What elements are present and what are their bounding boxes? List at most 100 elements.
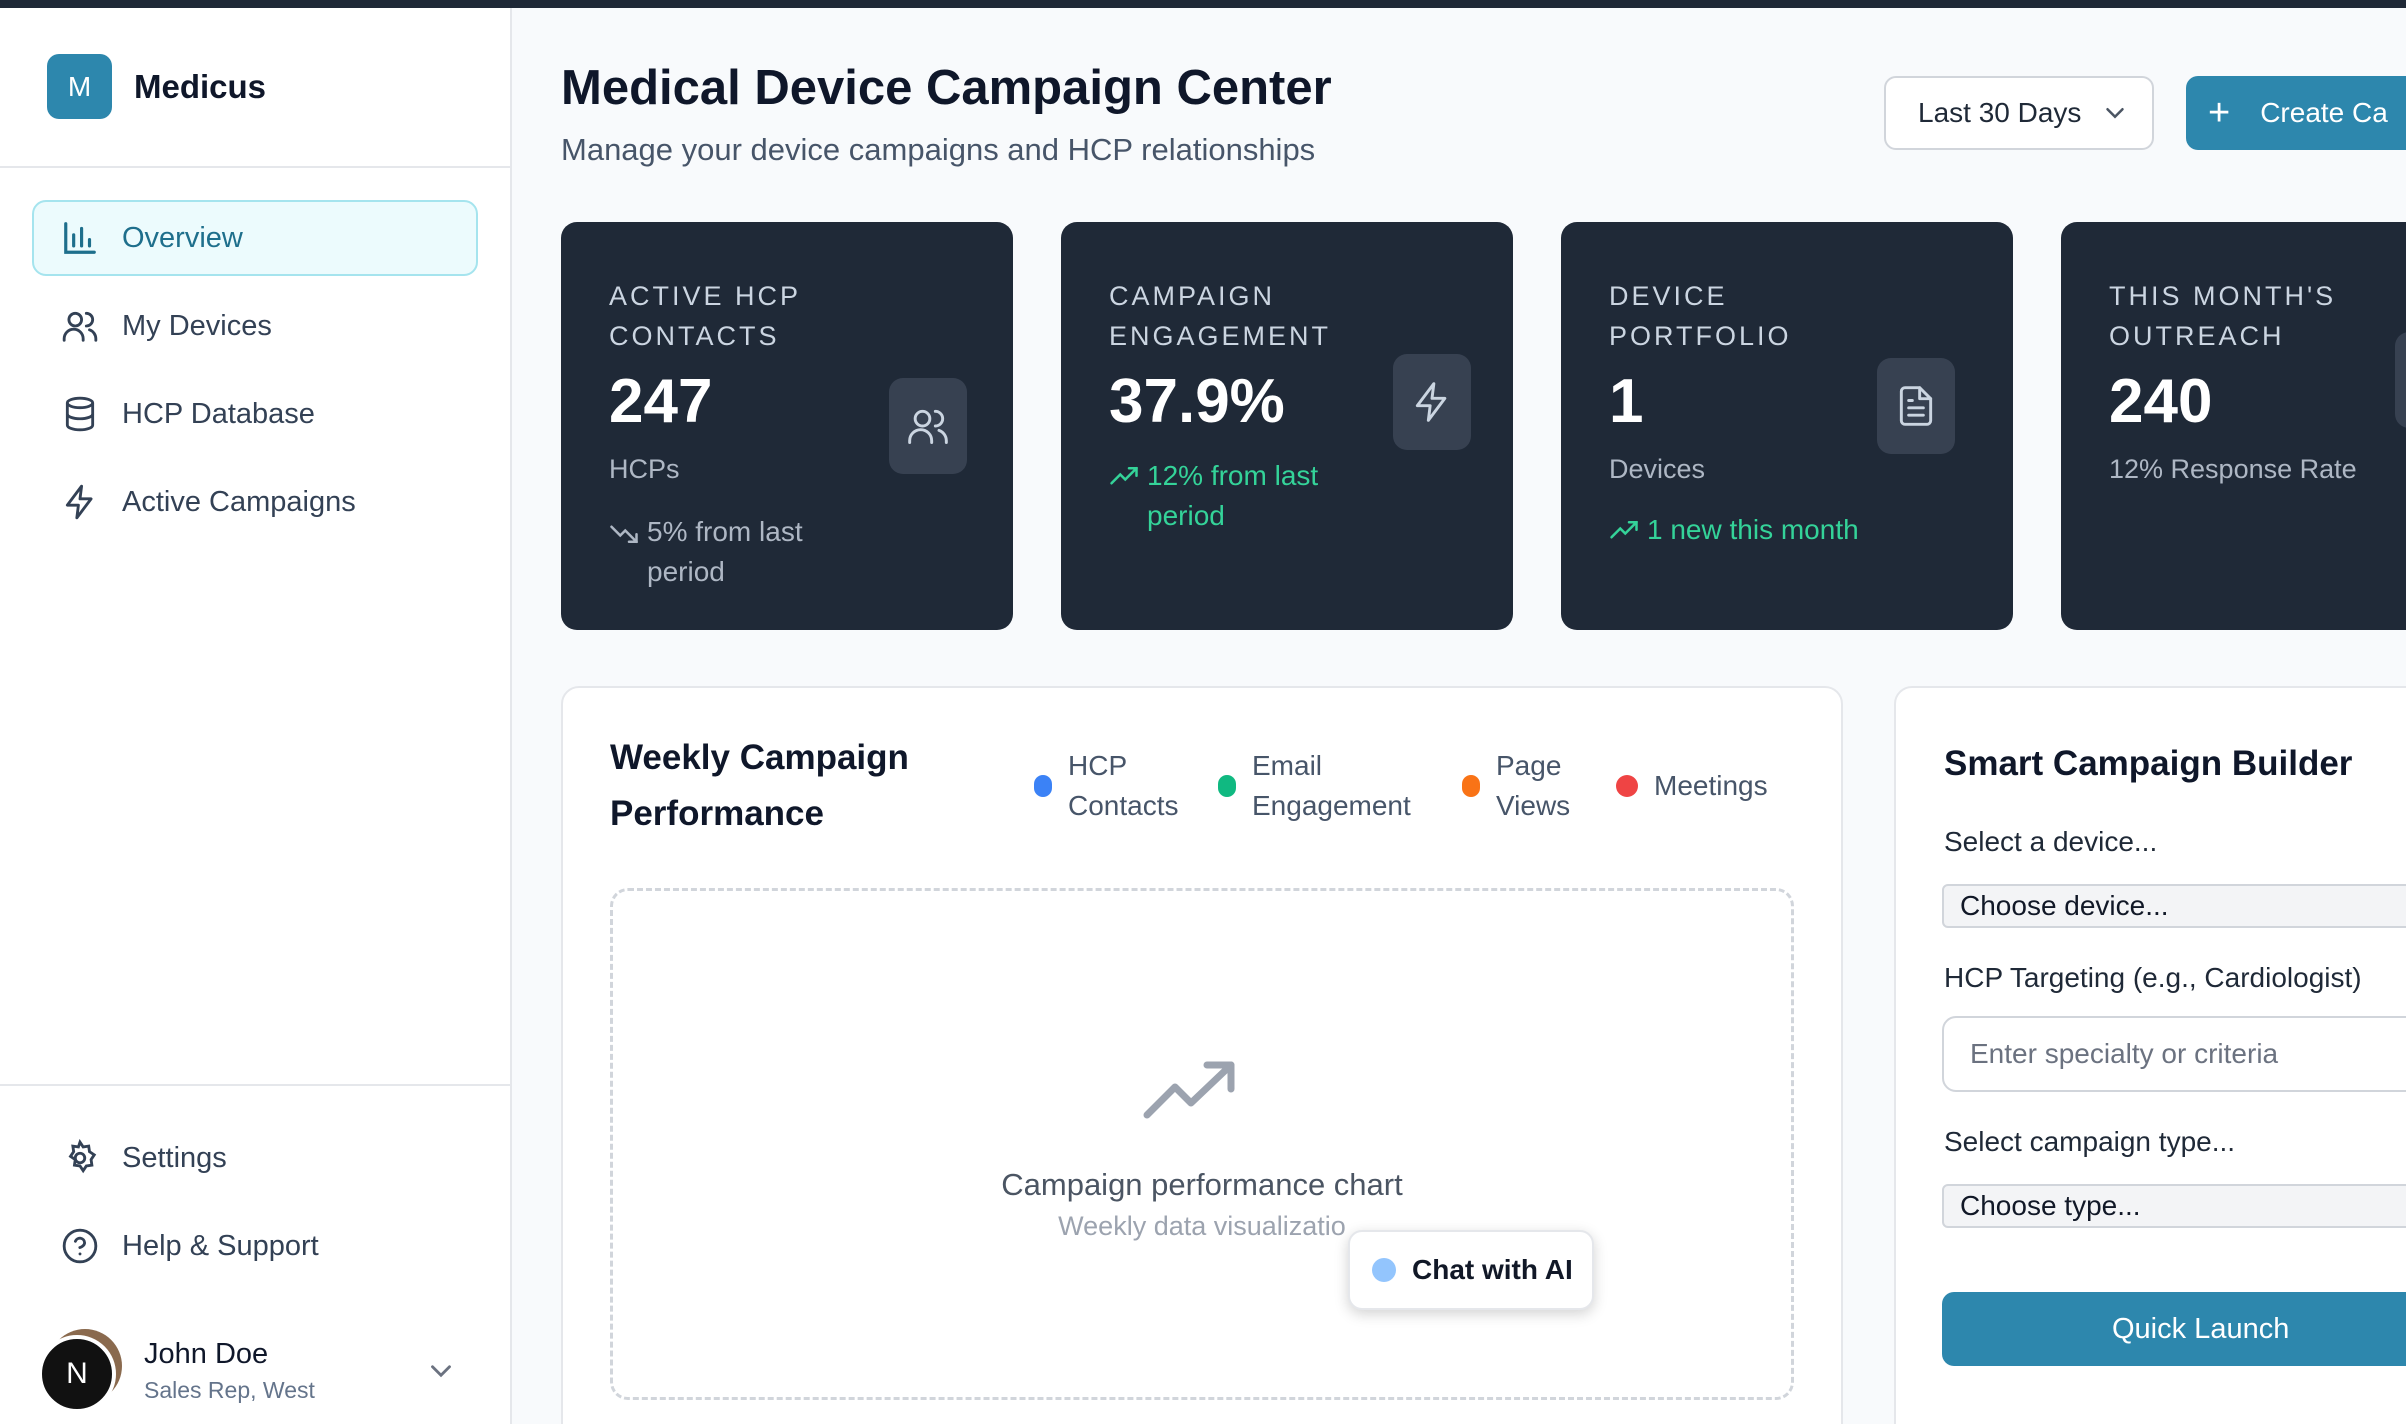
- plus-icon: +: [2208, 92, 2231, 134]
- stat-unit: HCPs: [609, 454, 680, 484]
- legend-item-page-views[interactable]: Page Views: [1462, 746, 1586, 826]
- user-info: John Doe Sales Rep, West: [144, 1338, 315, 1404]
- sidebar-bottom-nav: Settings Help & Support: [32, 1120, 478, 1296]
- user-menu[interactable]: N John Doe Sales Rep, West: [38, 1326, 458, 1416]
- user-name: John Doe: [144, 1338, 269, 1370]
- device-label: Select a device...: [1944, 826, 2158, 857]
- chevron-down-icon: [2106, 108, 2124, 119]
- device-select-value: Choose device...: [1960, 890, 2169, 921]
- trending-up-icon: [1110, 467, 1138, 485]
- sidebar-item-label: Help & Support: [122, 1229, 319, 1262]
- sidebar-item-settings[interactable]: Settings: [32, 1120, 478, 1196]
- sidebar-item-overview[interactable]: Overview: [32, 200, 478, 276]
- stat-card-device-portfolio: DEVICE PORTFOLIO 1 Devices 1 new this mo…: [1561, 222, 2013, 630]
- stat-value: 247: [609, 367, 713, 436]
- legend-dot: [1218, 775, 1236, 797]
- quick-launch-label: Quick Launch: [2112, 1312, 2290, 1345]
- stat-value: 240: [2109, 367, 2213, 436]
- create-campaign-button[interactable]: + Create Ca: [2186, 76, 2406, 150]
- sidebar-item-label: Overview: [122, 221, 243, 254]
- users-icon: [58, 304, 102, 348]
- legend-label: Page Views: [1496, 750, 1571, 821]
- page-title: Medical Device Campaign Center: [561, 61, 1332, 115]
- campaign-type-select[interactable]: Choose type...: [1942, 1184, 2406, 1228]
- legend-label: HCP Contacts: [1068, 750, 1179, 821]
- stat-icon-box: [1393, 354, 1471, 450]
- sidebar-item-hcp-database[interactable]: HCP Database: [32, 376, 478, 452]
- user-role: Sales Rep, West: [144, 1377, 315, 1403]
- performance-panel: [561, 686, 1843, 1424]
- stat-value: 1: [1609, 367, 1644, 436]
- sidebar-item-label: Active Campaigns: [122, 485, 356, 518]
- chart-placeholder-subtitle: Weekly data visualizatio: [1058, 1211, 1346, 1241]
- chat-status-dot: [1372, 1258, 1396, 1282]
- targeting-label: HCP Targeting (e.g., Cardiologist): [1944, 962, 2362, 993]
- zap-icon: [58, 480, 102, 524]
- quick-launch-button[interactable]: Quick Launch: [1942, 1292, 2406, 1366]
- sidebar-item-label: HCP Database: [122, 397, 315, 430]
- sidebar-item-help[interactable]: Help & Support: [32, 1208, 478, 1284]
- sidebar-nav: Overview My Devices HCP Database Active …: [32, 200, 478, 552]
- trending-down-icon: [610, 525, 638, 543]
- bar-chart-icon: [58, 216, 102, 260]
- chat-label: Chat with AI: [1412, 1254, 1573, 1285]
- stat-trend-text: 1 new this month: [1647, 514, 1859, 545]
- stat-trend: 1 new this month: [1609, 510, 1949, 550]
- users-icon: [908, 409, 948, 444]
- avatar: N: [38, 1329, 122, 1413]
- stat-card-engagement: CAMPAIGN ENGAGEMENT 37.9% 12% from last …: [1061, 222, 1513, 630]
- legend-dot: [1616, 775, 1638, 797]
- sidebar-item-label: Settings: [122, 1141, 227, 1174]
- stat-label: ACTIVE HCP CONTACTS: [609, 281, 801, 351]
- legend-label: Email Engagement: [1252, 750, 1411, 821]
- device-select[interactable]: Choose device...: [1942, 884, 2406, 928]
- stat-label: CAMPAIGN ENGAGEMENT: [1109, 281, 1332, 351]
- stat-card-hcp-contacts: ACTIVE HCP CONTACTS 247 HCPs 5% from las…: [561, 222, 1013, 630]
- stat-icon-box: [1877, 358, 1955, 454]
- sidebar-item-active-campaigns[interactable]: Active Campaigns: [32, 464, 478, 540]
- stat-trend: 5% from last period: [609, 512, 849, 592]
- window-top-bar: [0, 0, 2406, 8]
- brand-logo: M: [47, 54, 112, 119]
- chevron-down-icon[interactable]: [424, 1354, 458, 1388]
- legend-label: Meetings: [1654, 770, 1768, 801]
- stat-trend: 12% from last period: [1109, 456, 1349, 536]
- page-subtitle: Manage your device campaigns and HCP rel…: [561, 132, 1316, 167]
- legend-dot: [1462, 775, 1480, 797]
- stat-value: 37.9%: [1109, 367, 1285, 436]
- sidebar-item-label: My Devices: [122, 309, 272, 342]
- stat-trend-text: 5% from last period: [647, 516, 803, 587]
- avatar-initial: N: [38, 1335, 116, 1413]
- trending-up-icon: [1610, 521, 1638, 539]
- document-icon: [1899, 386, 1933, 426]
- stat-label: THIS MONTH'S OUTREACH: [2109, 281, 2337, 351]
- stat-unit: Devices: [1609, 454, 1706, 484]
- gear-icon: [58, 1136, 102, 1180]
- legend-item-meetings[interactable]: Meetings: [1616, 766, 1768, 806]
- performance-title: Weekly Campaign Performance: [610, 738, 909, 833]
- create-campaign-label: Create Ca: [2260, 97, 2388, 128]
- chart-legend: HCP Contacts Email Engagement Page Views…: [1034, 746, 1798, 826]
- targeting-placeholder: Enter specialty or criteria: [1970, 1038, 2279, 1069]
- legend-dot: [1034, 775, 1052, 797]
- sidebar-divider: [0, 166, 510, 168]
- sidebar-divider: [0, 1084, 510, 1086]
- database-icon: [58, 392, 102, 436]
- chart-placeholder: Campaign performance chart Weekly data v…: [610, 888, 1794, 1400]
- legend-item-email-engagement[interactable]: Email Engagement: [1218, 746, 1432, 826]
- brand-name: Medicus: [134, 67, 267, 105]
- campaign-type-value: Choose type...: [1960, 1190, 2141, 1221]
- targeting-input[interactable]: Enter specialty or criteria: [1942, 1016, 2406, 1092]
- date-range-select[interactable]: Last 30 Days: [1884, 76, 2154, 150]
- trending-up-icon: [1143, 1061, 1235, 1119]
- brand[interactable]: M Medicus: [47, 54, 266, 119]
- stat-label: DEVICE PORTFOLIO: [1609, 281, 1792, 351]
- stat-icon-box: [2395, 332, 2406, 428]
- sidebar-item-my-devices[interactable]: My Devices: [32, 288, 478, 364]
- legend-item-hcp-contacts[interactable]: HCP Contacts: [1034, 746, 1188, 826]
- stat-trend-text: 12% from last period: [1147, 460, 1319, 531]
- chat-with-ai-button[interactable]: Chat with AI: [1348, 1230, 1594, 1310]
- stat-icon-box: [889, 378, 967, 474]
- builder-title: Smart Campaign Builder: [1944, 744, 2353, 783]
- sidebar: M Medicus Overview My Devices HCP Databa…: [0, 8, 512, 1424]
